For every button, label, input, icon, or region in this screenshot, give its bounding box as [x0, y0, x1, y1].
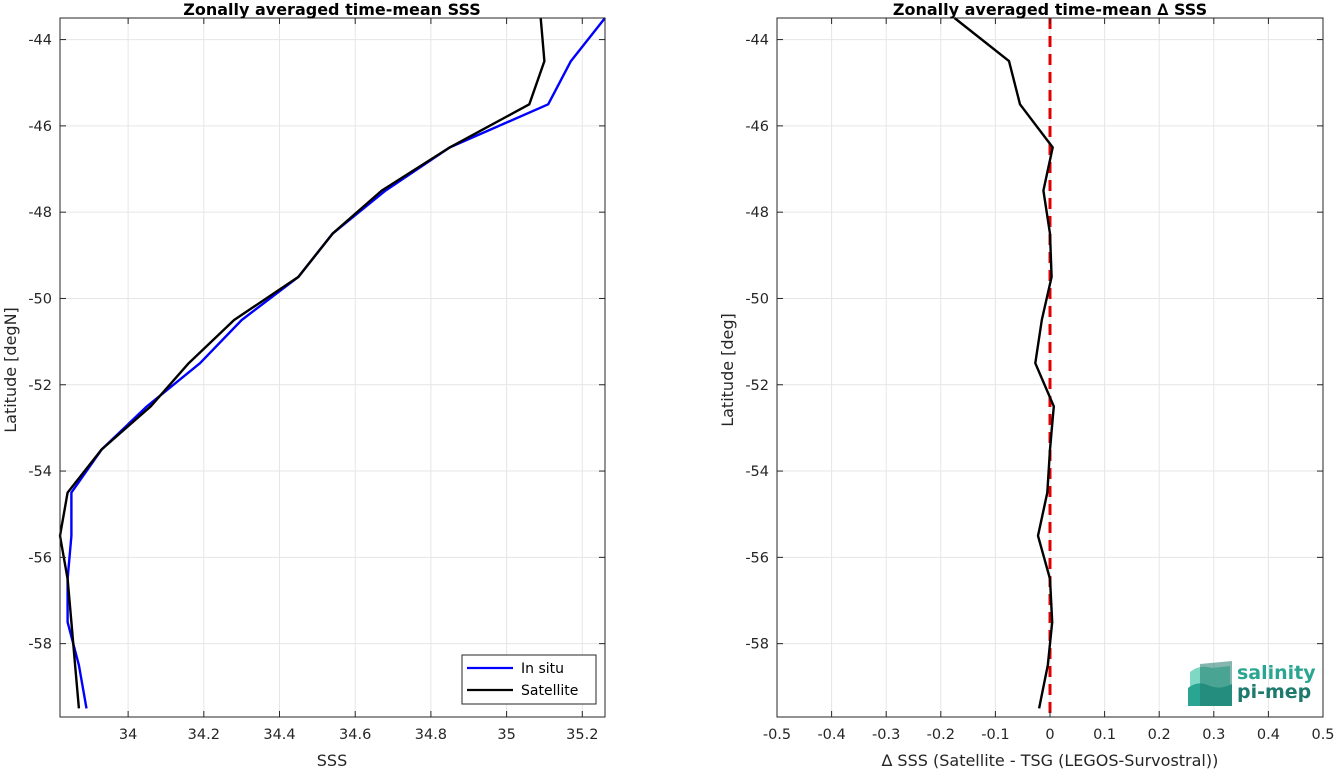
sss-series-line-in-situ — [66, 17, 606, 709]
sss-plot-area: 34 34.2 34.4 34.6 34.8 35 35.2 -44 -46 -48 -50 -52 -… — [28, 17, 606, 743]
sss-x-axis-label: SSS — [317, 751, 347, 769]
delta-sss-x-tick-label: -0.3 — [872, 727, 900, 743]
delta-sss-x-axis-label: ∆ SSS (Satellite - TSG (LEGOS-Survostral… — [881, 751, 1219, 769]
sss-y-tick-label: -46 — [28, 119, 52, 135]
delta-sss-x-tick-label: 0.4 — [1257, 727, 1280, 743]
sss-y-tick-label: -58 — [28, 637, 52, 653]
salinity-pi-mep-logo: salinity pi-mep — [1188, 661, 1316, 706]
sss-x-tick-label: 34.6 — [339, 727, 371, 743]
delta-sss-x-tick-label: -0.1 — [981, 727, 1009, 743]
delta-sss-y-tick-label: -54 — [745, 464, 769, 480]
delta-sss-y-axis-label: Latitude [deg] — [718, 313, 737, 427]
delta-sss-x-tick-label: 0 — [1045, 727, 1054, 743]
delta-sss-x-tick-label: 0.1 — [1093, 727, 1116, 743]
sss-y-tick-label: -52 — [28, 378, 52, 394]
delta-sss-x-tick-label: -0.2 — [927, 727, 955, 743]
sss-y-tick-label: -48 — [28, 205, 52, 221]
logo-mark-shade — [1200, 661, 1232, 706]
delta-sss-x-tick-label: -0.4 — [817, 727, 845, 743]
logo-text-salinity: salinity — [1237, 662, 1316, 684]
sss-y-tick-label: -50 — [28, 291, 52, 307]
sss-y-tick-label: -54 — [28, 464, 52, 480]
delta-sss-y-tick-label: -48 — [745, 205, 769, 221]
delta-sss-x-tick-label: 0.3 — [1202, 727, 1225, 743]
delta-sss-y-tick-label: -44 — [745, 33, 769, 49]
delta-sss-x-tick-label: 0.5 — [1311, 727, 1334, 743]
sss-x-tick-label: 34.8 — [415, 727, 447, 743]
legend-label-in-situ: In situ — [521, 661, 564, 677]
delta-sss-y-tick-label: -56 — [745, 550, 769, 566]
sss-x-tick-label: 35 — [497, 727, 515, 743]
delta-sss-y-tick-label: -50 — [745, 291, 769, 307]
delta-sss-title: Zonally averaged time-mean ∆ SSS — [893, 0, 1207, 19]
sss-y-axis-label: Latitude [degN] — [1, 307, 20, 433]
delta-sss-y-tick-label: -46 — [745, 119, 769, 135]
sss-axes-background — [60, 18, 605, 717]
sss-panel: 34 34.2 34.4 34.6 34.8 35 35.2 -44 -46 -48 -50 -52 -… — [1, 0, 606, 769]
sss-x-tick-label: 35.2 — [566, 727, 598, 743]
delta-sss-panel: -0.5 -0.4 -0.3 -0.2 -0.1 0 0.1 0.2 0.3 0.4 0.5 -44 -… — [718, 0, 1335, 769]
delta-sss-series-line-delta — [953, 17, 1056, 709]
sss-series-line-satellite — [58, 17, 546, 709]
delta-sss-plot-area: -0.5 -0.4 -0.3 -0.2 -0.1 0 0.1 0.2 0.3 0.4 0.5 -44 -… — [745, 17, 1335, 743]
legend-box — [461, 654, 597, 705]
delta-sss-x-tick-label: 0.2 — [1148, 727, 1171, 743]
sss-y-tick-label: -44 — [28, 33, 52, 49]
sss-x-tick-label: 34.2 — [188, 727, 220, 743]
sss-x-tick-label: 34.4 — [263, 727, 295, 743]
sss-y-tick-label: -56 — [28, 550, 52, 566]
delta-sss-y-tick-label: -52 — [745, 378, 769, 394]
delta-sss-x-tick-label: -0.5 — [763, 727, 791, 743]
legend-label-satellite: Satellite — [521, 683, 578, 699]
logo-text-pi-mep: pi-mep — [1237, 681, 1311, 703]
sss-x-tick-label: 34 — [119, 727, 137, 743]
sss-title: Zonally averaged time-mean SSS — [183, 0, 481, 19]
sss-legend: In situ Satellite — [461, 654, 597, 705]
delta-sss-y-tick-label: -58 — [745, 637, 769, 653]
sss-axes-frame — [59, 17, 606, 718]
